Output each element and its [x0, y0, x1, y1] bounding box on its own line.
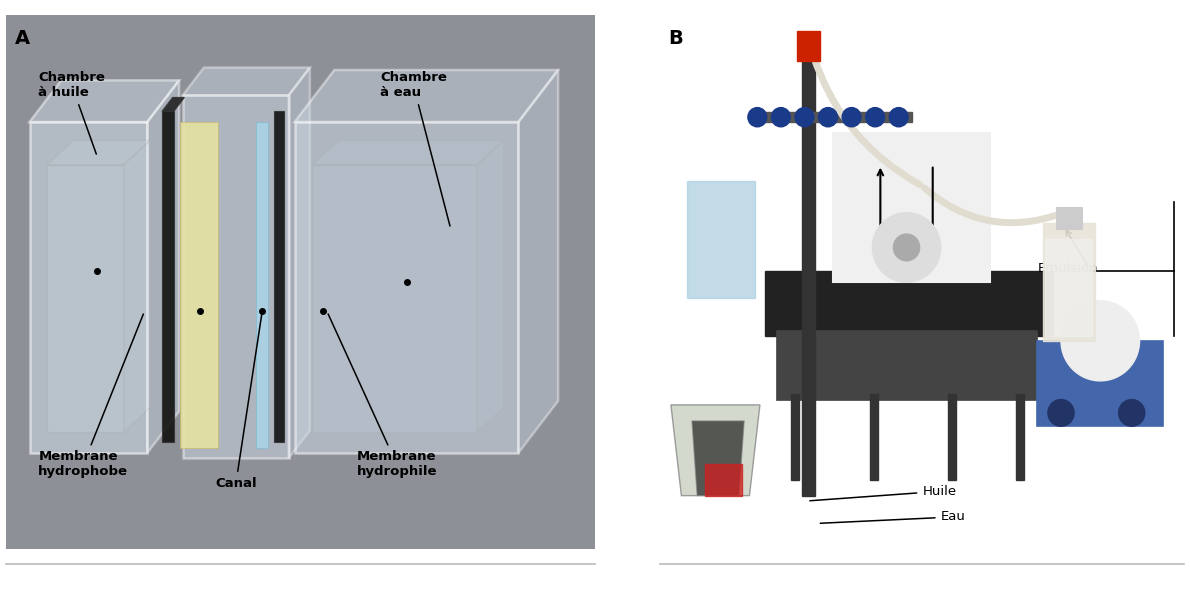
Polygon shape	[162, 98, 184, 112]
Text: Chambre
à huile: Chambre à huile	[38, 71, 105, 154]
Text: Eau: Eau	[820, 511, 965, 523]
Text: A: A	[14, 29, 30, 48]
Polygon shape	[48, 165, 124, 432]
Bar	[796, 31, 820, 60]
Bar	[1042, 223, 1095, 341]
Bar	[948, 394, 957, 479]
Polygon shape	[124, 140, 150, 432]
Circle shape	[889, 107, 908, 127]
Polygon shape	[30, 122, 148, 453]
Circle shape	[771, 107, 790, 127]
Polygon shape	[182, 68, 309, 95]
Circle shape	[1061, 301, 1140, 381]
Polygon shape	[182, 95, 289, 458]
Bar	[870, 394, 878, 479]
Text: Huile: Huile	[810, 485, 957, 501]
Text: Emulsion: Emulsion	[1038, 262, 1098, 275]
Circle shape	[894, 234, 920, 261]
Text: Membrane
hydrophobe: Membrane hydrophobe	[38, 314, 143, 478]
Bar	[833, 132, 990, 282]
Bar	[704, 464, 741, 495]
Bar	[776, 330, 1038, 400]
Polygon shape	[30, 81, 180, 122]
Circle shape	[795, 107, 814, 127]
Polygon shape	[295, 70, 558, 122]
Text: Chambre
à eau: Chambre à eau	[380, 71, 450, 226]
Bar	[1016, 394, 1025, 479]
Circle shape	[872, 213, 940, 282]
Circle shape	[819, 107, 838, 127]
Bar	[791, 394, 800, 479]
Circle shape	[1048, 400, 1075, 426]
Bar	[802, 58, 815, 495]
Text: Membrane
hydrophile: Membrane hydrophile	[328, 314, 437, 478]
Text: Canal: Canal	[215, 314, 262, 490]
Bar	[1045, 239, 1092, 336]
Bar	[1056, 207, 1082, 229]
Polygon shape	[289, 68, 309, 458]
Polygon shape	[148, 81, 180, 453]
Polygon shape	[48, 140, 150, 165]
Polygon shape	[295, 122, 519, 453]
Polygon shape	[180, 122, 218, 448]
Bar	[765, 271, 1053, 336]
Bar	[1038, 341, 1163, 426]
Circle shape	[843, 107, 862, 127]
Polygon shape	[274, 112, 284, 442]
Circle shape	[747, 107, 766, 127]
Polygon shape	[671, 405, 760, 495]
Text: B: B	[669, 29, 683, 48]
Polygon shape	[162, 112, 174, 442]
Polygon shape	[477, 140, 503, 432]
Bar	[754, 112, 912, 122]
Circle shape	[1119, 400, 1145, 426]
Bar	[687, 181, 754, 298]
Polygon shape	[256, 122, 268, 448]
Polygon shape	[691, 421, 744, 495]
Polygon shape	[312, 165, 477, 432]
Circle shape	[865, 107, 884, 127]
Polygon shape	[519, 70, 558, 453]
Polygon shape	[312, 140, 503, 165]
